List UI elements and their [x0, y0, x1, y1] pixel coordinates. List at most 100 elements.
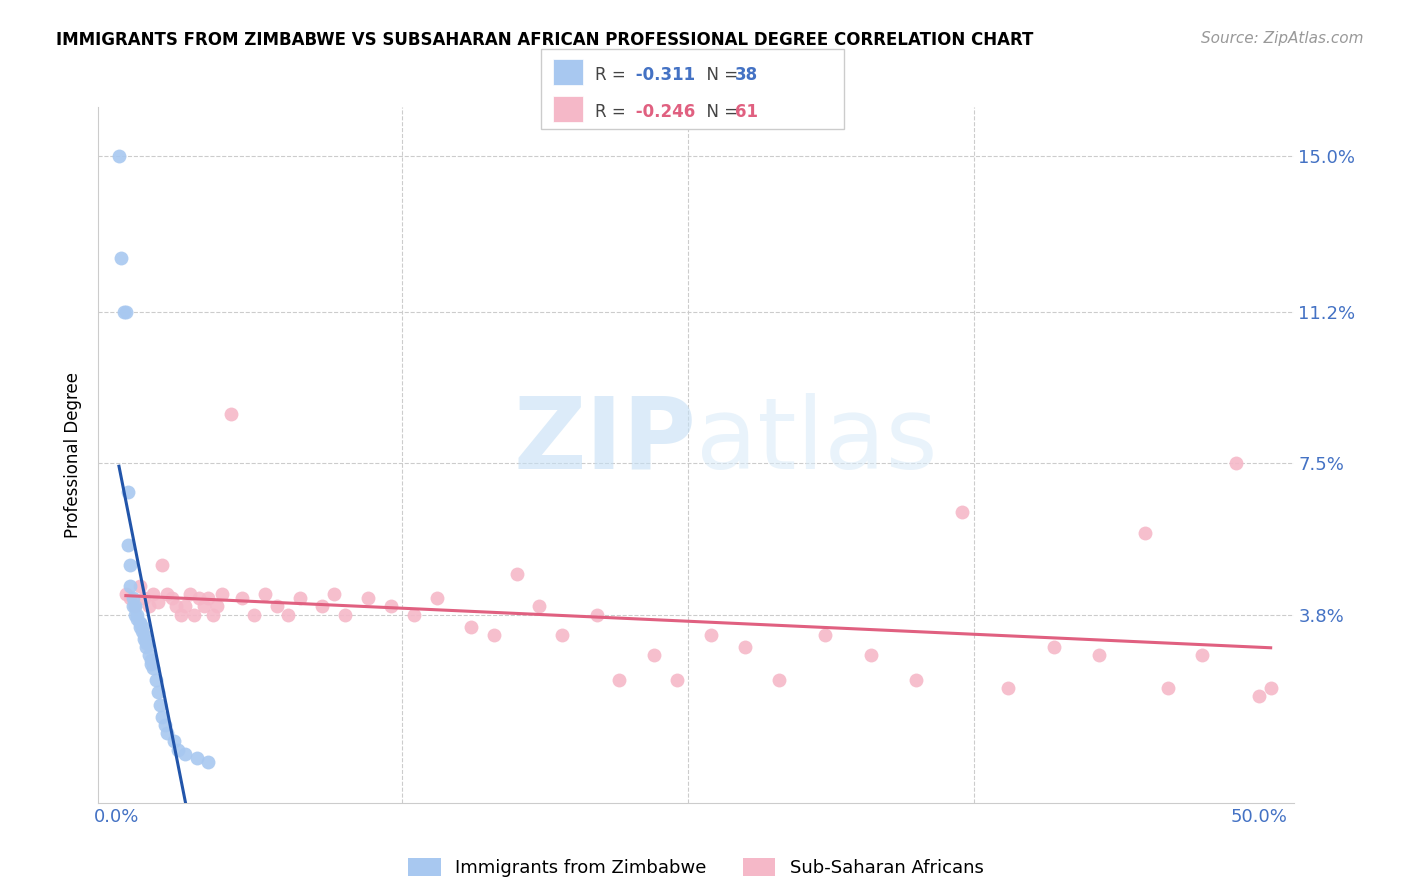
Point	[460, 620, 482, 634]
Point	[1260, 681, 1282, 696]
Point	[146, 685, 169, 699]
Point	[179, 587, 201, 601]
Text: N =: N =	[696, 66, 744, 84]
Point	[1225, 456, 1247, 470]
Point	[163, 734, 186, 748]
Point	[156, 726, 179, 740]
Point	[152, 558, 174, 573]
Point	[145, 673, 167, 687]
Point	[124, 607, 146, 622]
Point	[1191, 648, 1213, 663]
Point	[117, 538, 139, 552]
Point	[1088, 648, 1111, 663]
Point	[110, 252, 132, 266]
Text: 61: 61	[735, 103, 758, 120]
Point	[174, 747, 197, 761]
Point	[311, 599, 333, 614]
Point	[127, 612, 149, 626]
Point	[134, 591, 156, 606]
Text: N =: N =	[696, 103, 744, 120]
Point	[380, 599, 402, 614]
Point	[139, 652, 162, 666]
Point	[665, 673, 688, 687]
Point	[124, 599, 146, 614]
Point	[142, 661, 165, 675]
Point	[156, 587, 179, 601]
Point	[609, 673, 631, 687]
Point	[551, 628, 574, 642]
Point	[643, 648, 665, 663]
Point	[131, 620, 153, 634]
Point	[505, 566, 527, 581]
Point	[1157, 681, 1180, 696]
Point	[1133, 525, 1156, 540]
Point	[165, 599, 187, 614]
Point	[121, 591, 143, 606]
Point	[131, 624, 153, 638]
Point	[134, 628, 156, 642]
Point	[219, 407, 242, 421]
Point	[149, 698, 172, 712]
Point	[120, 579, 142, 593]
Text: ZIP: ZIP	[513, 392, 696, 490]
Point	[197, 755, 219, 769]
Point	[108, 149, 131, 163]
Point	[1042, 640, 1064, 655]
Point	[128, 615, 150, 630]
Text: atlas: atlas	[696, 392, 938, 490]
Point	[170, 607, 193, 622]
Point	[128, 579, 150, 593]
Point	[183, 607, 205, 622]
Point	[115, 304, 138, 318]
Legend: Immigrants from Zimbabwe, Sub-Saharan Africans: Immigrants from Zimbabwe, Sub-Saharan Af…	[401, 850, 991, 884]
Point	[585, 607, 607, 622]
Point	[153, 718, 176, 732]
Point	[211, 587, 233, 601]
Point	[997, 681, 1019, 696]
Point	[142, 587, 165, 601]
Point	[193, 599, 215, 614]
Point	[167, 742, 190, 756]
Point	[357, 591, 380, 606]
Point	[188, 591, 211, 606]
Point	[197, 591, 219, 606]
Point	[135, 640, 157, 655]
Point	[768, 673, 790, 687]
Point	[700, 628, 723, 642]
Point	[426, 591, 449, 606]
Point	[139, 657, 162, 671]
Point	[1249, 690, 1271, 704]
Point	[127, 607, 149, 622]
Point	[117, 484, 139, 499]
Point	[186, 751, 208, 765]
Point	[120, 591, 142, 606]
Point	[243, 607, 266, 622]
Point	[138, 599, 160, 614]
Point	[146, 595, 169, 609]
Point	[266, 599, 288, 614]
Point	[207, 599, 229, 614]
Point	[254, 587, 277, 601]
Point	[160, 591, 183, 606]
Point	[112, 304, 135, 318]
Y-axis label: Professional Degree: Professional Degree	[65, 372, 83, 538]
Point	[402, 607, 425, 622]
Point	[128, 615, 150, 630]
Point	[322, 587, 344, 601]
Text: Source: ZipAtlas.com: Source: ZipAtlas.com	[1201, 31, 1364, 46]
Point	[128, 620, 150, 634]
Point	[134, 632, 156, 646]
Point	[135, 636, 157, 650]
Point	[120, 558, 142, 573]
Point	[174, 599, 197, 614]
Point	[905, 673, 928, 687]
Point	[152, 710, 174, 724]
Text: R =: R =	[595, 66, 631, 84]
Point	[288, 591, 311, 606]
Point	[529, 599, 551, 614]
Point	[277, 607, 299, 622]
Point	[335, 607, 357, 622]
Point	[231, 591, 253, 606]
Text: 38: 38	[735, 66, 758, 84]
Point	[859, 648, 882, 663]
